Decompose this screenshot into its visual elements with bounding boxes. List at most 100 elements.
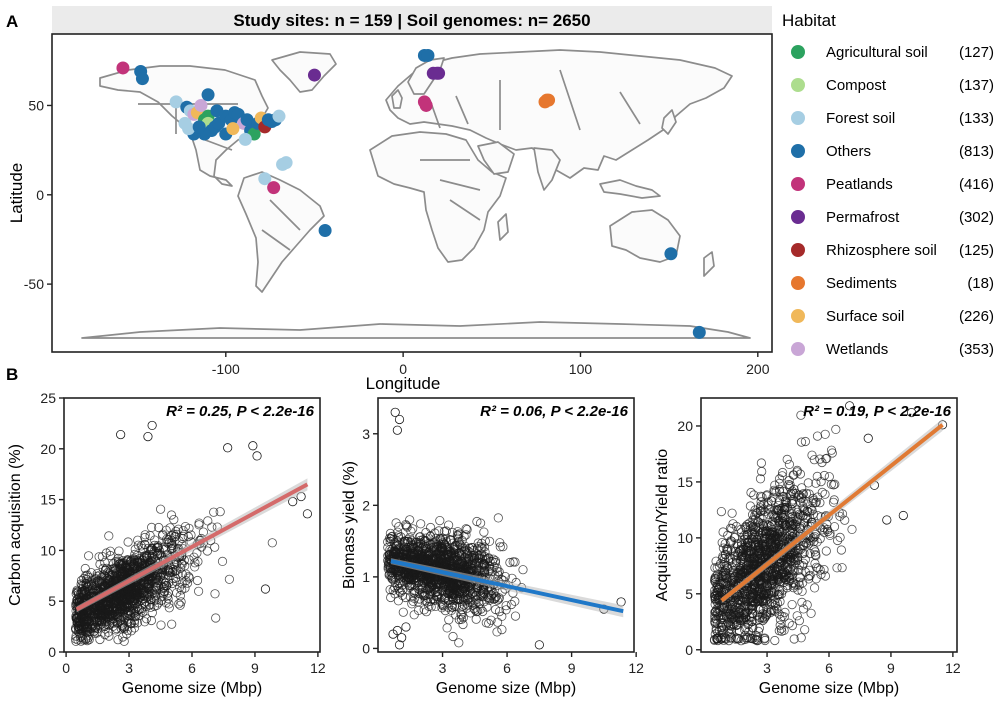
data-point xyxy=(420,596,430,606)
data-point xyxy=(84,580,94,590)
legend-swatch xyxy=(791,177,805,191)
data-point xyxy=(439,558,449,568)
data-point xyxy=(147,608,157,618)
data-point xyxy=(73,616,83,626)
map-ytick-label: 50 xyxy=(28,97,44,113)
data-point xyxy=(134,581,144,592)
data-point xyxy=(711,556,721,566)
data-point xyxy=(164,565,174,576)
data-point xyxy=(443,602,453,612)
data-point xyxy=(81,574,92,585)
data-point xyxy=(475,518,486,528)
ytick-label: 2 xyxy=(362,497,370,513)
data-point xyxy=(473,553,483,563)
data-point xyxy=(159,542,169,552)
data-point xyxy=(393,540,403,550)
data-point xyxy=(719,611,729,621)
data-point xyxy=(383,551,393,561)
data-point xyxy=(438,601,448,611)
legend-swatch xyxy=(791,45,805,59)
stats-annotation: R² = 0.06, P < 2.2e-16 xyxy=(480,403,629,420)
data-point xyxy=(725,553,735,564)
data-point xyxy=(82,570,92,580)
data-point xyxy=(783,479,794,490)
data-point xyxy=(729,572,739,582)
data-point xyxy=(723,530,733,540)
data-point xyxy=(805,570,815,581)
data-point xyxy=(157,592,167,602)
data-point xyxy=(180,583,190,593)
data-point xyxy=(133,535,143,545)
data-point xyxy=(808,498,818,508)
data-point xyxy=(454,529,464,539)
data-point xyxy=(720,550,730,560)
data-point xyxy=(790,546,800,557)
ytick-label: 15 xyxy=(677,474,693,490)
xtick-label: 0 xyxy=(62,660,70,676)
data-point xyxy=(447,580,457,591)
ytick-label: 0 xyxy=(685,642,693,658)
map-site-point xyxy=(238,132,252,146)
ytick-label: 10 xyxy=(40,542,56,558)
data-point xyxy=(807,505,817,516)
data-point xyxy=(710,599,720,610)
map-site-point xyxy=(419,98,433,112)
land-madagascar xyxy=(497,213,509,241)
legend-item: Compost (137) xyxy=(791,77,994,94)
legend-count: (133) xyxy=(959,110,994,127)
ytick-label: 15 xyxy=(40,492,56,508)
data-point xyxy=(726,624,737,634)
data-point xyxy=(458,619,468,630)
map-site-point xyxy=(210,104,224,118)
data-point xyxy=(748,554,759,564)
data-point xyxy=(797,483,807,493)
land-japan xyxy=(661,109,677,135)
legend-label: Surface soil xyxy=(826,308,904,325)
data-point xyxy=(733,550,743,560)
data-point xyxy=(749,549,759,559)
data-point xyxy=(744,619,754,629)
data-point xyxy=(710,585,720,596)
data-point xyxy=(463,561,473,571)
data-point xyxy=(787,620,797,631)
stats-annotation: R² = 0.19, P < 2.2e-16 xyxy=(803,403,952,420)
ytick-label: 5 xyxy=(48,593,56,609)
data-point xyxy=(758,519,768,529)
data-point xyxy=(718,527,728,537)
map-site-point xyxy=(194,98,208,112)
data-point xyxy=(788,470,798,480)
data-point xyxy=(392,625,402,636)
data-point xyxy=(726,597,736,607)
data-point xyxy=(771,567,781,577)
data-point xyxy=(506,599,516,610)
data-point xyxy=(140,530,150,540)
legend-item: Peatlands (416) xyxy=(791,176,994,193)
point-cloud xyxy=(71,420,313,646)
data-point xyxy=(95,634,105,645)
data-point xyxy=(757,492,767,502)
data-point xyxy=(770,566,780,577)
data-point xyxy=(798,504,808,514)
data-point xyxy=(82,581,92,592)
data-point xyxy=(800,436,811,447)
data-point xyxy=(171,526,181,537)
data-point xyxy=(774,484,785,494)
data-point xyxy=(829,495,839,505)
data-point xyxy=(811,478,821,488)
data-point xyxy=(762,490,772,500)
legend-swatch xyxy=(791,78,805,92)
data-point xyxy=(784,482,795,492)
data-point xyxy=(396,532,406,542)
data-point xyxy=(767,569,777,579)
map-xtick-label: 0 xyxy=(399,361,407,377)
data-point xyxy=(453,527,463,537)
data-point xyxy=(164,603,174,613)
map-site-point xyxy=(169,95,183,109)
data-point xyxy=(773,565,784,575)
legend-item: Forest soil (133) xyxy=(791,110,994,127)
data-point xyxy=(806,504,816,514)
data-point xyxy=(438,533,448,544)
data-point xyxy=(128,590,138,600)
data-point xyxy=(393,537,403,547)
data-point xyxy=(809,545,819,555)
